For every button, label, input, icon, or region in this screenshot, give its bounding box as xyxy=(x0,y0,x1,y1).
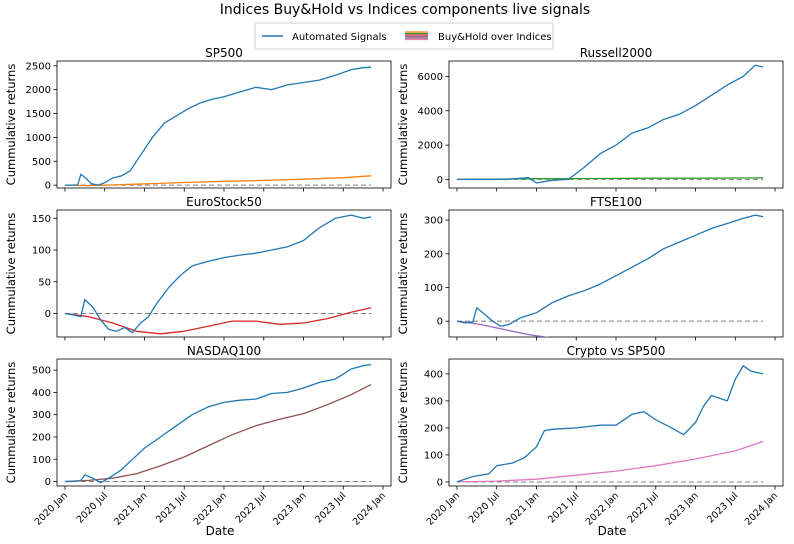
y-axis-label: Cummulative returns xyxy=(4,362,18,484)
legend-label-buyhold: Buy&Hold over Indices xyxy=(438,32,552,43)
x-tick-label: 2023 Jan xyxy=(663,490,700,527)
series-line-buy-hold-over-indices xyxy=(64,384,372,483)
y-tick-label: 150 xyxy=(32,214,51,225)
subplot-crypto-vs-sp500: Crypto vs SP500 Cummulative returns 0 100 20… xyxy=(396,344,784,528)
subplot-ftse100: FTSE100 Cummulative returns 0 100 200 300 xyxy=(396,195,784,341)
plot-frame xyxy=(448,60,784,189)
x-tick-label: 2022 Jan xyxy=(192,490,229,527)
legend-swatch-buyhold xyxy=(405,31,428,41)
series-line-automated-signals xyxy=(456,365,764,483)
x-tick-label: 2022 Jan xyxy=(584,490,621,527)
y-tick-label: 300 xyxy=(424,216,443,227)
y-tick-label: 500 xyxy=(32,157,51,168)
subplot-title: NASDAQ100 xyxy=(187,344,261,358)
legend-box xyxy=(254,22,554,50)
subplot-title: FTSE100 xyxy=(590,195,642,209)
x-tick-label: 2021 Jul xyxy=(546,490,581,525)
plot-frame xyxy=(56,358,392,487)
subplot-title: EuroStock50 xyxy=(186,195,262,209)
x-axis-label-left: Date xyxy=(206,524,235,538)
y-tick-label: 200 xyxy=(32,432,51,443)
subplot-nasdaq100: NASDAQ100 Cummulative returns 0 100 200 300 40… xyxy=(4,344,392,528)
y-tick-label: 200 xyxy=(424,249,443,260)
y-axis-label: Cummulative returns xyxy=(396,213,410,335)
y-tick-label: 100 xyxy=(424,283,443,294)
series-line-buy-hold-over-indices xyxy=(456,320,550,337)
series-line-buy-hold-over-indices xyxy=(456,440,764,483)
y-axis-label: Cummulative returns xyxy=(396,362,410,484)
series-line-automated-signals xyxy=(65,363,372,484)
series-line-buy-hold-over-indices xyxy=(64,175,372,187)
y-tick-label: 100 xyxy=(32,246,51,257)
x-tick-label: 2020 Jul xyxy=(467,490,502,525)
y-tick-label: 2000 xyxy=(418,141,443,152)
y-tick-label: 400 xyxy=(424,369,443,380)
x-tick-label: 2022 Jul xyxy=(626,490,661,525)
x-tick-label: 2023 Jul xyxy=(705,490,740,525)
y-tick-label: 4000 xyxy=(418,106,443,117)
y-tick-label: 0 xyxy=(437,477,443,488)
series-line-automated-signals xyxy=(64,214,372,334)
subplot-title: SP500 xyxy=(205,46,243,60)
x-tick-label: 2021 Jan xyxy=(112,490,149,527)
x-tick-label: 2024 Jan xyxy=(743,490,780,527)
plot-frame xyxy=(448,358,784,487)
plot-frame xyxy=(56,209,392,338)
y-tick-label: 500 xyxy=(32,366,51,377)
y-tick-label: 50 xyxy=(38,277,51,288)
subplot-russell2000: Russell2000 Cummulative returns 0 2000 4000 6… xyxy=(396,46,784,192)
y-tick-label: 0 xyxy=(437,175,443,186)
x-tick-label: 2024 Jan xyxy=(351,490,388,527)
y-tick-label: 300 xyxy=(32,410,51,421)
x-tick-label: 2021 Jan xyxy=(504,490,541,527)
series-line-automated-signals xyxy=(456,214,764,327)
subplot-eurostock50: EuroStock50 Cummulative returns 0 50 100 150 xyxy=(4,195,392,341)
y-tick-label: 0 xyxy=(45,309,51,320)
y-tick-label: 6000 xyxy=(418,72,443,83)
x-tick-label: 2020 Jan xyxy=(425,490,462,527)
y-axis-label: Cummulative returns xyxy=(4,213,18,335)
series-line-automated-signals xyxy=(457,64,764,184)
x-tick-label: 2023 Jan xyxy=(271,490,308,527)
y-tick-label: 400 xyxy=(32,388,51,399)
y-tick-label: 300 xyxy=(424,396,443,407)
y-tick-label: 0 xyxy=(45,181,51,192)
plot-frame xyxy=(56,60,392,189)
series-line-automated-signals xyxy=(65,66,372,186)
plot-frame xyxy=(448,209,784,338)
y-tick-label: 1000 xyxy=(26,133,51,144)
x-tick-label: 2020 Jan xyxy=(33,490,70,527)
y-axis-label: Cummulative returns xyxy=(396,64,410,186)
legend: Automated Signals Buy&Hold over Indices xyxy=(254,22,554,50)
y-tick-label: 200 xyxy=(424,423,443,434)
y-tick-label: 100 xyxy=(424,450,443,461)
y-tick-label: 100 xyxy=(32,455,51,466)
x-tick-label: 2020 Jul xyxy=(75,490,110,525)
figure-title: Indices Buy&Hold vs Indices components l… xyxy=(220,2,590,18)
subplot-title: Crypto vs SP500 xyxy=(567,344,666,358)
y-tick-label: 1500 xyxy=(26,109,51,120)
subplot-title: Russell2000 xyxy=(580,46,653,60)
x-tick-label: 2023 Jul xyxy=(313,490,348,525)
subplot-sp500: SP500 Cummulative returns 0 500 1000 1500 2000… xyxy=(4,46,392,192)
y-tick-label: 0 xyxy=(437,317,443,328)
legend-label-automated: Automated Signals xyxy=(292,32,387,43)
x-tick-label: 2022 Jul xyxy=(234,490,269,525)
x-tick-label: 2021 Jul xyxy=(154,490,189,525)
series-line-buy-hold-over-indices xyxy=(64,307,372,335)
y-tick-label: 2000 xyxy=(26,85,51,96)
y-tick-label: 2500 xyxy=(26,61,51,72)
y-axis-label: Cummulative returns xyxy=(4,64,18,186)
y-tick-label: 0 xyxy=(45,477,51,488)
x-axis-label-right: Date xyxy=(598,524,627,538)
